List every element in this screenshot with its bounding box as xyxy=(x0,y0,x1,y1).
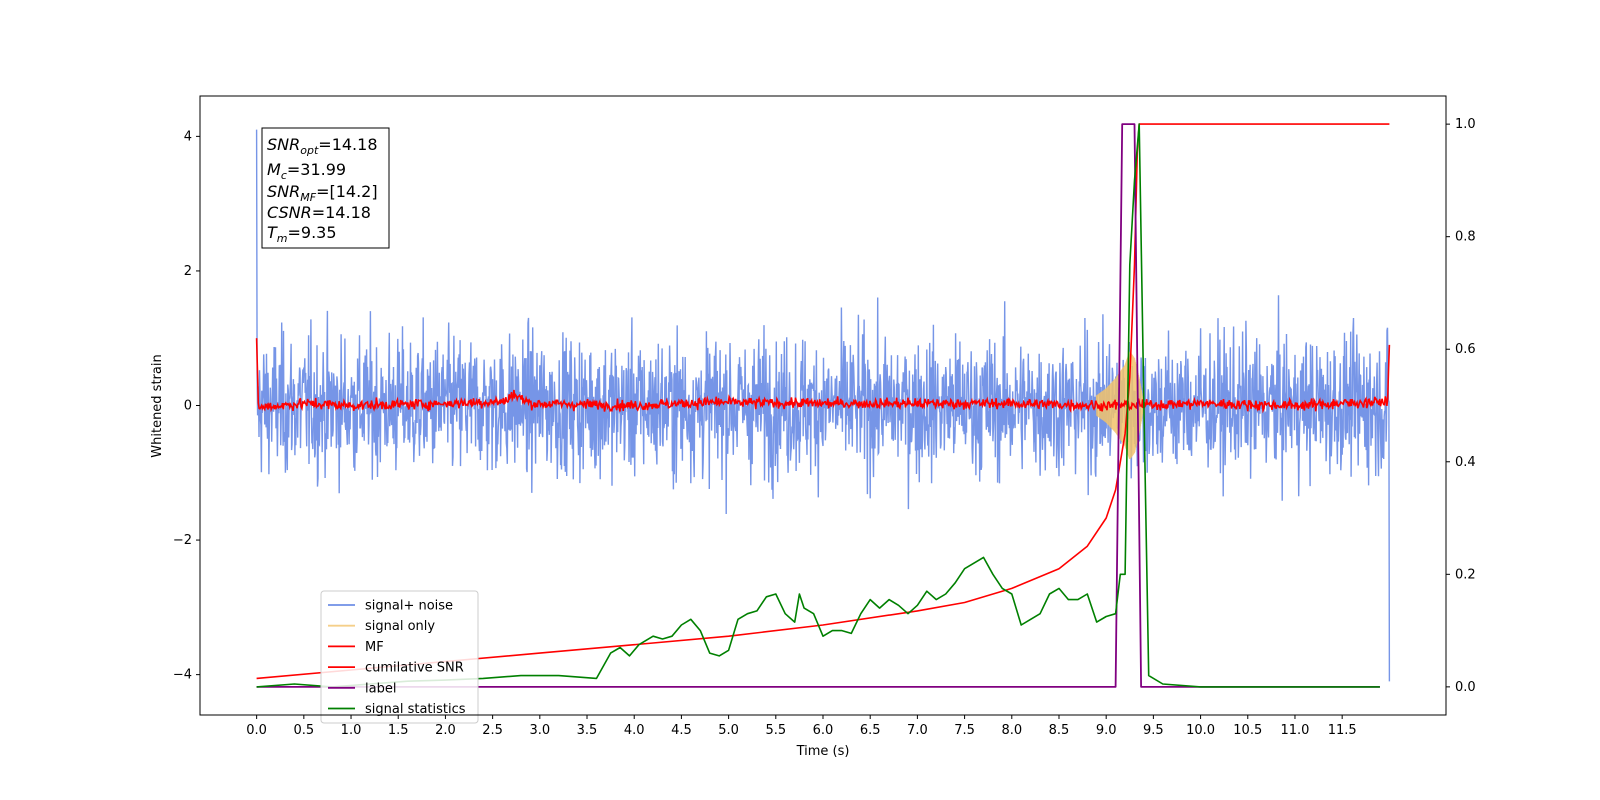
series-signal-noise xyxy=(255,129,1391,682)
x-tick-label: 9.5 xyxy=(1143,723,1164,738)
y2-tick-label: 0.2 xyxy=(1455,567,1476,582)
y-axis-left: 4 2 0 −2 −4 xyxy=(173,129,200,683)
y2-tick-label: 1.0 xyxy=(1455,117,1476,132)
series-label xyxy=(256,123,1380,688)
y-tick-label: −4 xyxy=(173,668,192,683)
legend: signal+ noise signal only MF cumilative SNR… xyxy=(320,590,479,724)
legend-label: label xyxy=(365,681,396,696)
x-tick-label: 11.0 xyxy=(1280,723,1309,738)
plot-series xyxy=(255,123,1391,688)
svg-text:CSNR=14.18: CSNR=14.18 xyxy=(267,203,371,222)
x-tick-label: 0.0 xyxy=(246,723,267,738)
x-tick-label: 4.0 xyxy=(624,723,645,738)
y2-tick-label: 0.8 xyxy=(1455,230,1476,245)
legend-label: MF xyxy=(365,640,384,655)
csnr-value: =14.18 xyxy=(312,203,371,222)
x-tick-label: 10.0 xyxy=(1186,723,1215,738)
x-tick-label: 7.5 xyxy=(954,723,975,738)
x-tick-label: 6.0 xyxy=(813,723,834,738)
csnr-label: CSNR xyxy=(267,203,312,222)
x-axis-label: Time (s) xyxy=(796,744,850,759)
svg-text:Tm=9.35: Tm=9.35 xyxy=(267,223,337,245)
x-tick-label: 3.5 xyxy=(577,723,598,738)
y-tick-label: 4 xyxy=(184,129,192,144)
x-tick-label: 3.0 xyxy=(529,723,550,738)
y-tick-label: −2 xyxy=(173,533,192,548)
x-tick-label: 9.0 xyxy=(1096,723,1117,738)
y-tick-label: 0 xyxy=(184,399,192,414)
mc-value: =31.99 xyxy=(287,160,346,179)
series-signal-only xyxy=(1095,351,1145,460)
x-tick-label: 8.0 xyxy=(1001,723,1022,738)
x-tick-label: 5.0 xyxy=(718,723,739,738)
info-box: SNRopt=14.18 Mc=31.99 SNRMF=[14.2] CSNR=… xyxy=(261,127,390,249)
x-tick-label: 2.0 xyxy=(435,723,456,738)
legend-label: signal+ noise xyxy=(365,599,453,614)
x-tick-label: 5.5 xyxy=(765,723,786,738)
series-mf xyxy=(255,338,1391,414)
tm-value: =9.35 xyxy=(288,223,337,242)
y-axis-right: 1.0 0.8 0.6 0.4 0.2 0.0 xyxy=(1446,117,1476,695)
x-tick-label: 0.5 xyxy=(293,723,314,738)
y2-tick-label: 0.4 xyxy=(1455,455,1476,470)
y-axis-label: Whitened strain xyxy=(150,354,165,457)
snr-opt-value: =14.18 xyxy=(318,135,377,154)
x-axis: 0.0 0.5 1.0 1.5 2.0 2.5 3.0 3.5 4.0 4.5 5.0 5.5 6.0 6… xyxy=(246,715,1357,738)
y-tick-label: 2 xyxy=(184,264,192,279)
snr-mf-value: =[14.2] xyxy=(316,182,378,201)
x-tick-label: 4.5 xyxy=(671,723,692,738)
y2-tick-label: 0.6 xyxy=(1455,342,1476,357)
svg-text:SNRopt=14.18: SNRopt=14.18 xyxy=(267,135,378,157)
x-tick-label: 7.0 xyxy=(907,723,928,738)
svg-text:SNRMF=[14.2]: SNRMF=[14.2] xyxy=(267,182,378,204)
legend-label: signal statistics xyxy=(365,702,466,717)
x-tick-label: 1.0 xyxy=(341,723,362,738)
x-tick-label: 10.5 xyxy=(1233,723,1262,738)
legend-label: signal only xyxy=(365,619,435,634)
series-signal-statistics xyxy=(256,123,1380,688)
y2-tick-label: 0.0 xyxy=(1455,680,1476,695)
x-tick-label: 2.5 xyxy=(482,723,503,738)
x-tick-label: 8.5 xyxy=(1049,723,1070,738)
x-tick-label: 1.5 xyxy=(388,723,409,738)
x-tick-label: 11.5 xyxy=(1328,723,1357,738)
x-tick-label: 6.5 xyxy=(860,723,881,738)
svg-text:Mc=31.99: Mc=31.99 xyxy=(267,160,346,182)
legend-label: cumilative SNR xyxy=(365,661,464,676)
